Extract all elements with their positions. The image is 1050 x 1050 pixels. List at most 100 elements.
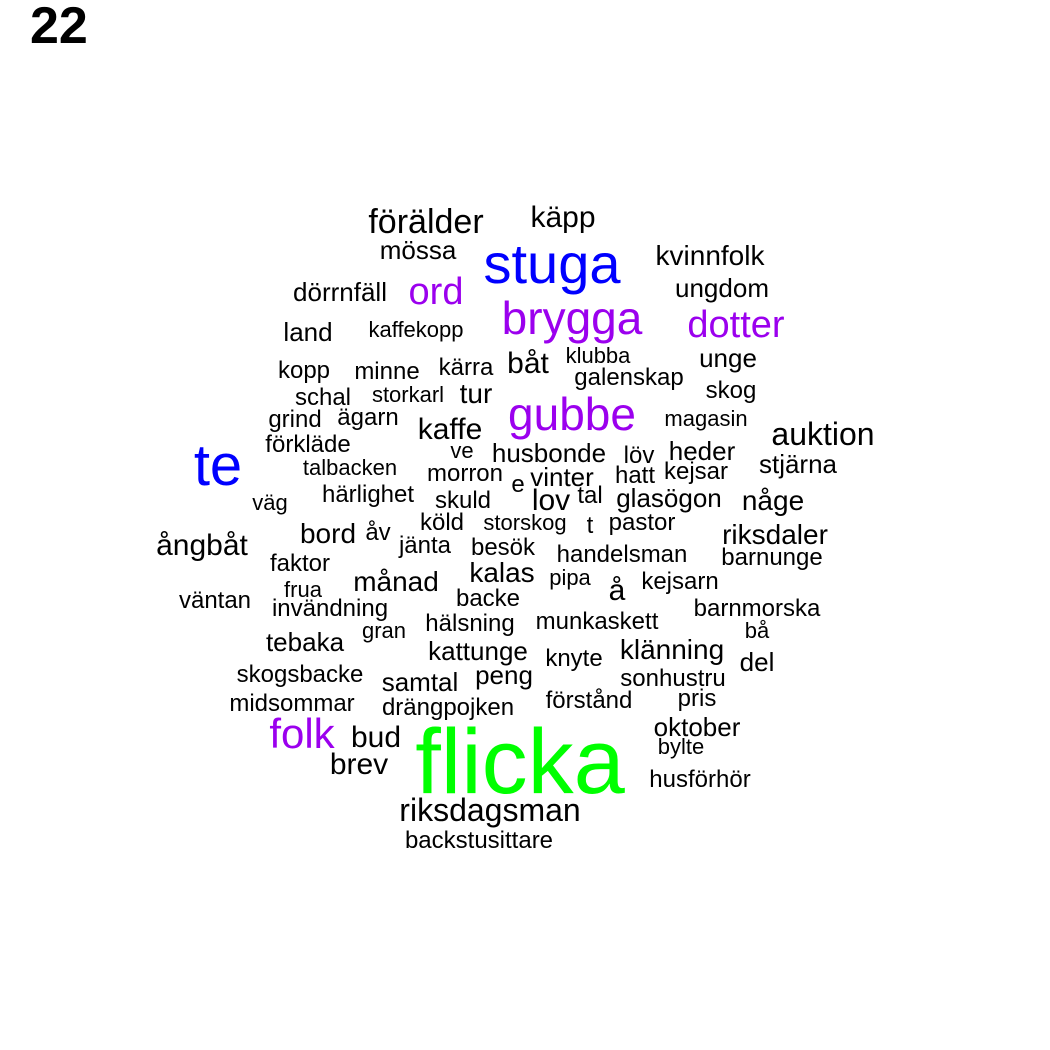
word-bud: bud — [350, 721, 402, 754]
word-faktor: faktor — [269, 550, 331, 577]
word-land: land — [283, 317, 333, 347]
word-samtal: samtal — [381, 667, 459, 697]
word-pris: pris — [677, 685, 717, 712]
word-magasin: magasin — [664, 406, 748, 431]
word-lov: löv — [623, 442, 655, 469]
word-sonhustru: sonhustru — [620, 665, 726, 692]
word-riksdaler: riksdaler — [722, 519, 828, 550]
word-grind: grind — [268, 406, 322, 433]
word-auktion: auktion — [771, 416, 875, 452]
word-brygga: brygga — [501, 292, 643, 344]
word-munkaskett: munkaskett — [535, 608, 659, 635]
word-tebaka: tebaka — [265, 627, 345, 657]
word-stjarna: stjärna — [758, 449, 838, 479]
word-frua: frua — [284, 577, 322, 602]
word-schal: schal — [294, 384, 352, 411]
word-gubbe: gubbe — [508, 388, 636, 440]
word-kaffe: kaffe — [417, 413, 483, 446]
word-husforhor: husförhör — [649, 766, 751, 793]
word-glasogon: glasögon — [616, 483, 722, 513]
word-folk: folk — [269, 710, 335, 757]
figure-number: 22 — [30, 0, 88, 55]
word-midsommar: midsommar — [229, 690, 355, 717]
word-kattunge: kattunge — [428, 636, 528, 666]
word-kopp: kopp — [277, 357, 331, 384]
word-kalas: kalas — [469, 557, 535, 588]
word-klubba: klubba — [565, 343, 631, 368]
word-husbonde: husbonde — [491, 438, 607, 468]
word-ord: ord — [408, 271, 464, 313]
word-skuld: skuld — [434, 487, 492, 514]
word-storskog: storskog — [483, 510, 567, 535]
word-backstusittare: backstusittare — [404, 827, 554, 854]
word-karra: kärra — [438, 354, 494, 381]
word-halsning: hälsning — [425, 610, 515, 637]
word-av: åv — [365, 519, 391, 546]
word-bylte: bylte — [657, 734, 705, 759]
word-tur: tur — [459, 378, 493, 409]
word-vinter: vinter — [530, 462, 594, 492]
word-skogsbacke: skogsbacke — [236, 661, 364, 688]
word-kaffekopp: kaffekopp — [368, 317, 464, 342]
word-del: del — [739, 647, 775, 677]
word-pastor: pastor — [608, 509, 676, 536]
word-besok: besök — [470, 534, 536, 561]
word-minne: minne — [354, 358, 420, 385]
word-harlighet: härlighet — [321, 481, 415, 508]
word-hatt: hatt — [614, 462, 656, 489]
word-agarn: ägarn — [337, 404, 399, 431]
word-riksdagsman: riksdagsman — [399, 792, 581, 828]
word-forstand: förstånd — [545, 687, 633, 714]
word-kold: köld — [419, 509, 465, 536]
word-flicka: flicka — [415, 711, 625, 813]
word-oktober: oktober — [653, 712, 741, 742]
word-angbat: ångbåt — [156, 529, 248, 562]
word-peng: peng — [475, 660, 533, 690]
word-talbacken: talbacken — [302, 455, 398, 480]
word-kejsar: kejsar — [663, 458, 729, 485]
word-vantan: väntan — [178, 587, 252, 614]
word-foralder: förälder — [368, 203, 484, 241]
word-tal: tal — [577, 482, 603, 509]
word-barnunge: barnunge — [721, 544, 823, 571]
word-lov: lov — [531, 484, 571, 517]
word-janta: jänta — [398, 532, 452, 559]
word-klanning: klänning — [619, 634, 725, 665]
word-kvinnfolk: kvinnfolk — [655, 240, 765, 271]
word-kapp: käpp — [530, 201, 596, 234]
word-gran: gran — [361, 618, 407, 643]
word-skog: skog — [705, 377, 757, 404]
word-bord: bord — [299, 518, 357, 549]
word-drangpojken: drängpojken — [381, 694, 515, 721]
word-te: te — [193, 433, 243, 498]
word-heder: heder — [668, 436, 736, 466]
word-vag: väg — [252, 490, 288, 515]
word-unge: unge — [699, 343, 757, 373]
word-storkarl: storkarl — [371, 382, 445, 407]
word-dorrnfall: dörrnfäll — [293, 277, 387, 307]
word-pipa: pipa — [549, 565, 591, 590]
word-backe: backe — [455, 585, 521, 612]
word-dotter: dotter — [687, 304, 785, 346]
word-knyte: knyte — [545, 645, 603, 672]
word-handelsman: handelsman — [556, 541, 688, 568]
word-galenskap: galenskap — [574, 364, 684, 391]
word-t: t — [586, 512, 594, 539]
word-ungdom: ungdom — [675, 273, 769, 303]
word-kejsarn: kejsarn — [641, 568, 719, 595]
word-mossa: mössa — [379, 235, 457, 265]
word-invandning: invändning — [271, 595, 389, 622]
word-nage: någe — [741, 485, 805, 516]
word-brev: brev — [329, 748, 389, 781]
word-stuga: stuga — [483, 232, 621, 295]
word-a: å — [608, 574, 626, 607]
word-barnmorska: barnmorska — [693, 595, 821, 622]
word-morron: morron — [426, 460, 504, 487]
word-e: e — [511, 471, 525, 498]
word-manad: månad — [353, 566, 439, 597]
word-bat: båt — [507, 347, 549, 380]
word-forklade: förkläde — [265, 431, 351, 458]
word-ve: ve — [450, 438, 474, 463]
word-ba: bå — [744, 618, 770, 643]
